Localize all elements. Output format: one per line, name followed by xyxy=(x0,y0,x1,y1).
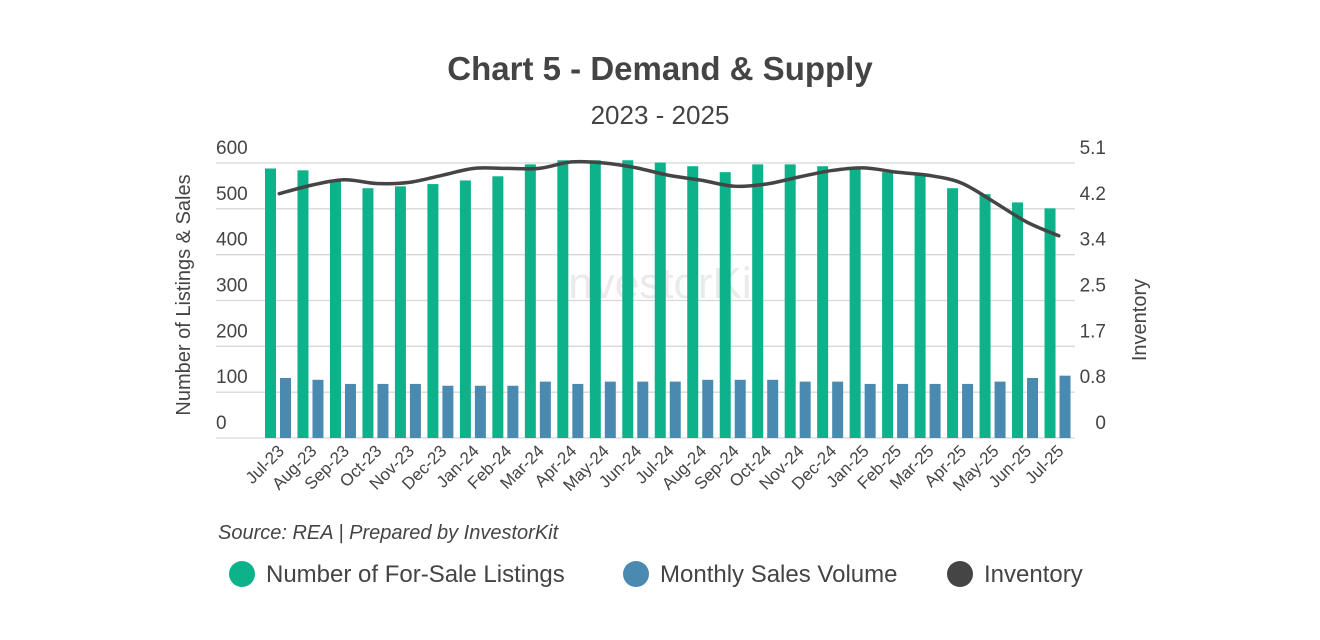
y-tick-label: 200 xyxy=(216,321,248,342)
sales-bar xyxy=(344,383,356,438)
sales-bar xyxy=(539,381,551,438)
listings-bar xyxy=(622,160,634,438)
listings-bar xyxy=(1044,208,1056,438)
y2-axis-title: Inventory xyxy=(1129,279,1151,361)
chart-subtitle: 2023 - 2025 xyxy=(591,100,730,130)
sales-bar xyxy=(702,379,714,438)
legend-item: Number of For-Sale Listings xyxy=(266,561,565,588)
y-tick-label: 100 xyxy=(216,367,248,388)
listings-bar xyxy=(914,175,926,438)
chart-title: Chart 5 - Demand & Supply xyxy=(447,50,873,87)
y2-tick-label: 4.2 xyxy=(1080,184,1106,205)
legend-marker-icon xyxy=(623,561,649,587)
sales-bar xyxy=(832,381,844,438)
listings-bar xyxy=(265,168,276,438)
y2-tick-label: 5.1 xyxy=(1080,138,1106,159)
sales-bar xyxy=(1027,377,1039,438)
sales-bar xyxy=(767,379,779,438)
sales-bar xyxy=(637,381,649,438)
sales-bar xyxy=(864,383,876,438)
sales-bar xyxy=(897,383,909,438)
listings-bar xyxy=(394,186,406,438)
bars xyxy=(265,160,1071,439)
sales-bar xyxy=(994,381,1006,438)
y2-axis-ticks: 0 0.8 1.7 2.5 3.4 4.2 5.1 xyxy=(1080,138,1107,434)
listings-bar xyxy=(817,166,829,439)
y-tick-label: 600 xyxy=(216,138,248,159)
listings-bar xyxy=(654,162,666,438)
sales-bar xyxy=(1059,375,1071,438)
sales-bar xyxy=(442,385,454,438)
sales-bar xyxy=(929,383,941,438)
y2-tick-label: 0.8 xyxy=(1080,367,1106,388)
y-tick-label: 300 xyxy=(216,276,248,297)
y-tick-label: 400 xyxy=(216,230,248,251)
listings-bar xyxy=(947,188,959,438)
y-axis-ticks: 0 100 200 300 400 500 600 xyxy=(216,138,248,434)
legend-marker-icon xyxy=(947,561,973,587)
listings-bar xyxy=(687,166,699,439)
listings-bar xyxy=(979,194,991,438)
legend-item: Monthly Sales Volume xyxy=(660,561,897,588)
listings-bar xyxy=(784,164,796,438)
sales-bar xyxy=(962,383,974,438)
listings-bar xyxy=(329,181,341,439)
sales-bar xyxy=(409,383,421,438)
x-axis-ticks: Jul-23Aug-23Sep-23Oct-23Nov-23Dec-23Jan-… xyxy=(242,441,1068,495)
sales-bar xyxy=(734,379,746,438)
legend: Number of For-Sale Listings Monthly Sales… xyxy=(229,561,1083,588)
source-note: Source: REA | Prepared by InvestorKit xyxy=(218,522,560,544)
listings-bar xyxy=(362,188,374,438)
listings-bar xyxy=(849,168,861,438)
listings-bar xyxy=(882,172,894,438)
listings-bar xyxy=(1012,202,1024,438)
inventory-line-group xyxy=(277,159,1061,238)
y-tick-label: 500 xyxy=(216,184,248,205)
sales-bar xyxy=(572,383,584,438)
listings-bar xyxy=(297,170,309,439)
listings-bar xyxy=(427,184,439,438)
legend-marker-icon xyxy=(229,561,255,587)
y2-tick-label: 1.7 xyxy=(1080,321,1106,342)
sales-bar xyxy=(507,385,519,438)
sales-bar xyxy=(799,381,811,438)
sales-bar xyxy=(669,381,681,438)
listings-bar xyxy=(752,164,764,438)
sales-bar xyxy=(280,377,291,438)
listings-bar xyxy=(459,180,471,438)
sales-bar xyxy=(474,385,486,438)
inventory-line xyxy=(277,159,1061,238)
legend-item: Inventory xyxy=(984,561,1083,588)
y-tick-label: 0 xyxy=(216,413,227,434)
listings-bar xyxy=(589,160,601,438)
y2-tick-label: 0 xyxy=(1095,413,1106,434)
y-axis-title: Number of Listings & Sales xyxy=(173,174,195,415)
sales-bar xyxy=(604,381,616,438)
listings-bar xyxy=(719,172,731,438)
sales-bar xyxy=(377,383,389,438)
listings-bar xyxy=(492,176,504,438)
listings-bar xyxy=(557,160,569,438)
sales-bar xyxy=(312,379,324,438)
listings-bar xyxy=(524,164,536,438)
y2-tick-label: 2.5 xyxy=(1080,276,1106,297)
y2-tick-label: 3.4 xyxy=(1080,230,1107,251)
